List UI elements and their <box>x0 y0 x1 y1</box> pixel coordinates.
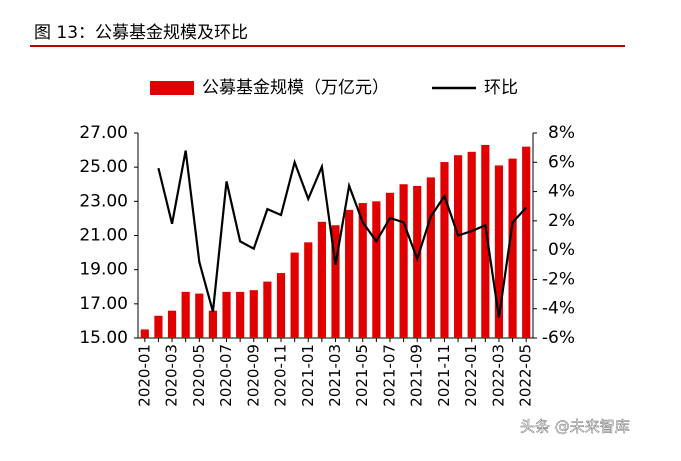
bar <box>345 209 354 338</box>
bar <box>426 177 435 338</box>
y-tick-label: 17.00 <box>79 294 128 314</box>
watermark: 头条 @未来智库 <box>520 418 630 436</box>
y2-tick-label: 8% <box>548 123 575 143</box>
bar <box>467 151 476 338</box>
bar <box>372 201 381 338</box>
x-tick-label: 2022-01 <box>462 344 480 407</box>
bar <box>181 291 190 338</box>
bar <box>454 155 463 338</box>
bar <box>331 225 340 338</box>
bar <box>276 273 286 338</box>
bar <box>263 281 272 338</box>
bar <box>508 158 517 338</box>
chart-title: 图 13：公募基金规模及环比 <box>34 23 248 43</box>
y-tick-label: 15.00 <box>79 328 128 348</box>
bar <box>154 315 163 338</box>
bar <box>317 221 326 338</box>
x-tick-label: 2021-11 <box>435 344 453 407</box>
x-tick-label: 2022-03 <box>489 344 507 407</box>
legend-label: 环比 <box>484 78 518 98</box>
y2-tick-label: 2% <box>548 211 575 231</box>
bar <box>208 310 217 338</box>
bar <box>440 162 449 338</box>
y-tick-label: 19.00 <box>79 260 128 280</box>
line <box>157 150 527 318</box>
bar <box>481 144 490 338</box>
y2-tick-label: -4% <box>542 299 575 319</box>
x-tick-label: 2020-07 <box>217 344 235 407</box>
bar <box>249 290 258 338</box>
bar <box>494 165 504 338</box>
bar <box>358 203 367 338</box>
x-tick-label: 2021-07 <box>380 344 398 407</box>
x-tick-label: 2020-11 <box>272 344 290 407</box>
x-tick-label: 2020-01 <box>135 344 153 407</box>
bar <box>167 310 177 338</box>
bar <box>195 293 204 338</box>
x-tick-label: 2020-05 <box>190 344 208 407</box>
bar <box>222 291 231 338</box>
x-tick-label: 2021-09 <box>408 344 426 407</box>
x-tick-label: 2021-05 <box>353 344 371 407</box>
y2-tick-label: -6% <box>542 328 575 348</box>
x-tick-label: 2021-01 <box>299 344 317 407</box>
y2-tick-label: -2% <box>542 269 575 289</box>
y2-tick-label: 0% <box>548 240 575 260</box>
y2-tick-label: 6% <box>548 152 575 172</box>
legend-swatch <box>150 81 194 95</box>
y2-tick-label: 4% <box>548 182 575 202</box>
bar <box>522 146 531 338</box>
x-tick-label: 2020-09 <box>244 344 262 407</box>
y-tick-label: 25.00 <box>79 157 128 177</box>
x-tick-label: 2022-05 <box>517 344 535 407</box>
y-tick-label: 21.00 <box>79 226 128 246</box>
bar <box>140 329 149 338</box>
x-tick-label: 2020-03 <box>163 344 181 407</box>
legend-label: 公募基金规模（万亿元） <box>202 78 389 98</box>
bar <box>399 184 408 338</box>
bar <box>290 252 299 338</box>
x-tick-label: 2021-03 <box>326 344 344 407</box>
y-tick-label: 23.00 <box>79 191 128 211</box>
y-tick-label: 27.00 <box>79 123 128 143</box>
bar <box>236 291 245 338</box>
bar <box>385 192 395 338</box>
bar <box>304 242 313 338</box>
